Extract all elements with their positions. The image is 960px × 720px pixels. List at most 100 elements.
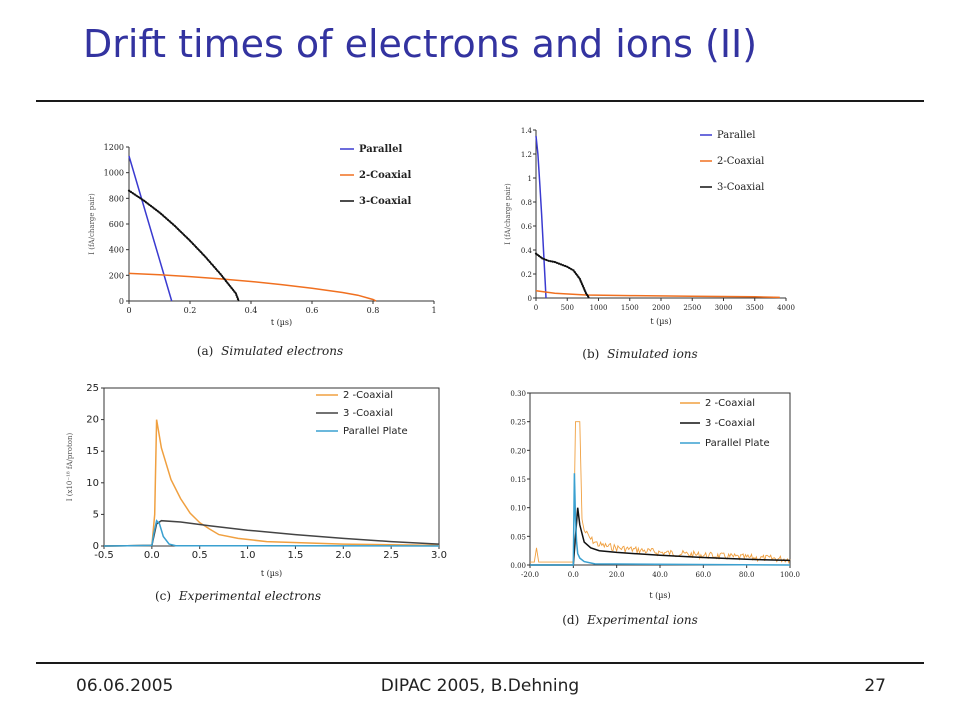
data-point [587,295,590,298]
data-point [223,278,226,281]
footer-event: DIPAC 2005, B.Dehning [380,676,580,696]
data-point [207,259,210,262]
data-point [227,283,230,286]
y-tick-label: 20 [86,415,99,426]
series-parallel [128,155,173,302]
series-3-coaxial [127,189,240,302]
data-point [580,281,583,284]
x-tick-label: 0.8 [367,306,380,315]
data-point [191,242,195,245]
x-tick-label: 0 [126,306,131,315]
data-point [160,212,163,215]
x-tick-label: 2.0 [335,550,351,561]
data-point [211,264,214,267]
data-point [217,271,221,274]
data-point [204,255,207,258]
data-point [551,260,554,263]
data-point [583,288,586,291]
y-tick-label: 5 [93,509,99,520]
legend: Parallel 2-Coaxial 3-Coaxial [340,144,411,207]
data-point [184,235,187,238]
data-point [547,259,550,262]
x-axis-label: t (µs) [261,569,282,578]
y-tick-label: 15 [86,446,99,457]
data-point [222,276,225,279]
data-point [219,273,222,276]
data-point [229,285,232,288]
data-point [577,276,580,279]
x-axis-label: t (µs) [650,317,671,326]
legend-label-3-coaxial: 3 -Coaxial [343,408,393,419]
y-tick-label: 0 [93,541,99,552]
y-tick-label: 800 [109,194,124,203]
data-point [153,207,156,210]
data-point [545,258,548,262]
data-point [220,274,223,277]
data-point [579,279,582,282]
y-tick-label: 1.4 [521,127,533,135]
series-line [530,507,791,566]
y-tick-label: 0.20 [510,447,526,455]
series-line [530,421,791,564]
data-point [213,266,216,269]
y-tick-label: 1200 [104,143,124,152]
series-line [530,473,791,566]
data-point [566,265,569,268]
x-tick-label: -0.5 [94,550,114,561]
data-point [187,238,190,241]
y-tick-label: 0 [119,297,124,306]
data-point [553,260,556,264]
x-tick-label: -20.0 [521,571,539,579]
data-point [231,288,235,291]
data-point [536,253,539,256]
series-2-coaxial [530,421,791,564]
legend-label-parallel: Parallel [717,130,756,141]
data-point [158,211,161,214]
legend: 2 -Coaxial 3 -Coaxial Parallel Plate [680,398,770,449]
legend-label-parallel: Parallel [359,144,402,155]
y-tick-label: 0 [528,295,532,303]
y-axis-label: I (x10⁻¹⁸ fA/proton) [66,433,74,502]
series-parallel [535,135,547,299]
data-point [573,271,576,274]
data-point [549,260,552,263]
legend-label-parallel-plate: Parallel Plate [705,438,770,449]
data-point [133,193,136,196]
x-tick-label: 3.0 [431,550,447,561]
data-point [156,210,159,213]
data-point [179,230,182,233]
data-point [568,266,571,270]
data-point [216,269,219,272]
y-tick-label: 400 [109,246,124,255]
x-tick-label: 0.0 [568,571,579,579]
x-tick-label: 0.4 [245,306,258,315]
data-point [176,227,179,230]
data-point [541,257,544,260]
x-tick-label: 1.0 [240,550,256,561]
series-line [128,189,240,302]
data-point [151,206,154,209]
y-tick-label: 1000 [104,169,124,178]
y-axis-label: I (fA/charge pair) [504,183,512,245]
y-tick-label: 1.2 [521,151,532,159]
data-point [181,232,184,235]
data-point [163,215,166,218]
data-point [210,262,213,265]
chart-simulated-electrons: 0 0.2 0.4 0.6 0.8 1 0 200 400 600 800 1000 1200 t (µs… [88,143,437,358]
data-point [205,257,208,260]
legend-label-2-coaxial: 2-Coaxial [359,170,411,181]
x-tick-label: 80.0 [739,571,755,579]
data-point [161,214,164,217]
legend: Parallel 2-Coaxial 3-Coaxial [700,130,764,193]
x-tick-label: 1 [431,306,436,315]
y-tick-label: 0.05 [510,533,526,541]
data-point [131,192,134,195]
data-point [188,239,192,242]
series-line [103,519,440,547]
data-point [190,241,193,244]
series-parallel-plate [530,473,791,566]
x-tick-label: 0.6 [306,306,319,315]
y-axis-label: I (fA/charge pair) [88,193,96,255]
data-point [582,286,585,289]
data-point [538,254,541,258]
